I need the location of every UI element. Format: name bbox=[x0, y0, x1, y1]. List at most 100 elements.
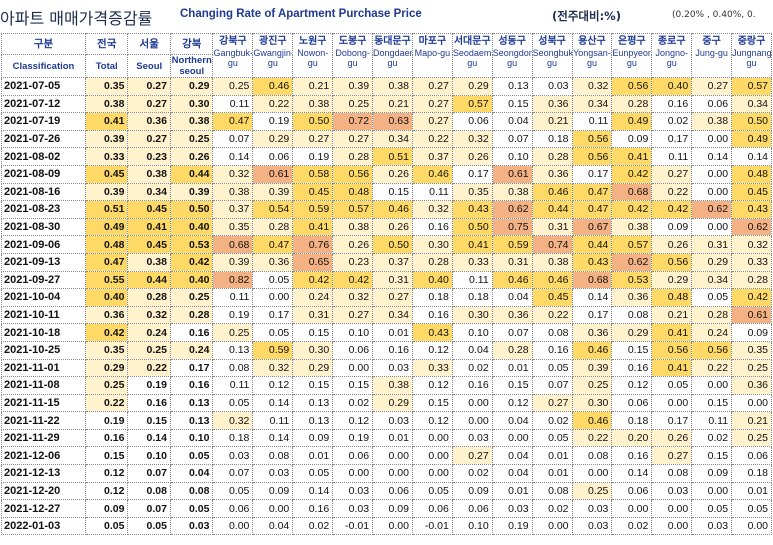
header-district: 용산구 Yongsan-gu bbox=[571, 33, 613, 78]
district-value-cell: 0.03 bbox=[651, 481, 693, 501]
table-row: 2021-11-08 0.25 0.19 0.16 0.11 0.12 0.15 0.15 0.… bbox=[1, 376, 772, 395]
district-value-cell: 0.04 bbox=[252, 516, 294, 536]
district-value-cell: 0.39 bbox=[571, 358, 613, 378]
district-value-cell: 0.56 bbox=[651, 340, 693, 360]
district-value-cell: 0.26 bbox=[332, 235, 374, 254]
district-value-cell: -0.01 bbox=[411, 516, 453, 536]
district-value-cell: 0.45 bbox=[731, 182, 772, 202]
district-value-cell: 0.47 bbox=[571, 200, 613, 219]
district-value-cell: 0.35 bbox=[731, 340, 772, 360]
summary-value-cell: 0.49 bbox=[84, 217, 129, 237]
row-date: 2021-11-15 bbox=[1, 393, 86, 413]
table-row: 2021-12-20 0.12 0.08 0.08 0.05 0.09 0.14 0.03 0.… bbox=[1, 481, 772, 501]
district-value-cell: 0.18 bbox=[531, 129, 573, 149]
district-value-cell: 0.21 bbox=[651, 305, 693, 325]
district-value-cell: 0.28 bbox=[531, 147, 573, 166]
district-value-cell: 0.42 bbox=[731, 288, 772, 307]
district-value-cell: 0.07 bbox=[491, 129, 533, 149]
summary-value-cell: 0.19 bbox=[84, 411, 129, 430]
district-value-cell: 0.25 bbox=[332, 94, 374, 114]
district-value-cell: 0.50 bbox=[731, 112, 772, 131]
district-value-cell: 0.36 bbox=[731, 376, 772, 395]
district-value-cell: 0.05 bbox=[651, 376, 693, 395]
district-value-cell: 0.06 bbox=[252, 147, 294, 166]
district-value-cell: 0.57 bbox=[731, 77, 772, 96]
summary-value-cell: 0.33 bbox=[84, 147, 129, 166]
header-seoul-ko: 서울 bbox=[127, 33, 171, 55]
header-district: 노원구 Nowon-gu bbox=[292, 33, 334, 78]
district-value-cell: 0.65 bbox=[292, 252, 334, 272]
district-value-cell: 0.21 bbox=[372, 94, 413, 114]
district-value-cell: 0.36 bbox=[571, 323, 613, 342]
district-value-cell: 0.00 bbox=[451, 411, 493, 430]
summary-value-cell: 0.24 bbox=[127, 323, 171, 342]
district-value-cell: 0.38 bbox=[491, 182, 533, 202]
district-value-cell: 0.27 bbox=[691, 77, 733, 96]
district-value-cell: 0.59 bbox=[252, 340, 294, 360]
district-value-cell: 0.22 bbox=[651, 182, 693, 202]
district-value-cell: 0.38 bbox=[611, 217, 653, 237]
district-value-cell: 0.08 bbox=[252, 446, 294, 466]
table-row: 2021-10-04 0.40 0.28 0.25 0.11 0.00 0.24 0.32 0.… bbox=[1, 288, 772, 307]
row-date: 2021-10-25 bbox=[1, 340, 86, 360]
district-value-cell: 0.31 bbox=[292, 305, 334, 325]
district-value-cell: 0.11 bbox=[451, 270, 493, 290]
district-value-cell: 0.56 bbox=[691, 340, 733, 360]
unit-label: (전주대비:%) bbox=[552, 9, 621, 23]
table-row: 2021-07-19 0.41 0.36 0.38 0.47 0.19 0.50 0.72 0.… bbox=[1, 112, 772, 131]
district-value-cell: 0.05 bbox=[212, 393, 254, 413]
district-value-cell: 0.02 bbox=[332, 393, 374, 413]
summary-value-cell: 0.27 bbox=[127, 77, 171, 96]
summary-value-cell: 0.07 bbox=[127, 464, 171, 483]
district-value-cell: 0.02 bbox=[691, 428, 733, 448]
row-date: 2021-08-30 bbox=[1, 217, 86, 237]
summary-value-cell: 0.40 bbox=[169, 270, 214, 290]
row-date: 2021-10-18 bbox=[1, 323, 86, 342]
district-value-cell: 0.00 bbox=[531, 516, 573, 536]
district-value-cell: 0.12 bbox=[411, 340, 453, 360]
district-value-cell: 0.00 bbox=[651, 516, 693, 536]
district-value-cell: 0.24 bbox=[292, 288, 334, 307]
district-value-cell: 0.35 bbox=[451, 182, 493, 202]
district-value-cell: 0.28 bbox=[332, 147, 374, 166]
district-value-cell: 0.16 bbox=[292, 499, 334, 518]
district-value-cell: 0.34 bbox=[372, 305, 413, 325]
district-value-cell: 0.25 bbox=[212, 77, 254, 96]
district-value-cell: 0.58 bbox=[292, 164, 334, 184]
district-value-cell: 0.30 bbox=[411, 235, 453, 254]
summary-value-cell: 0.44 bbox=[169, 164, 214, 184]
summary-value-cell: 0.25 bbox=[84, 376, 129, 395]
district-value-cell: 0.26 bbox=[372, 217, 413, 237]
summary-value-cell: 0.32 bbox=[127, 305, 171, 325]
district-value-cell: 0.18 bbox=[731, 464, 772, 483]
district-value-cell: 0.14 bbox=[691, 147, 733, 166]
district-value-cell: 0.38 bbox=[531, 252, 573, 272]
district-value-cell: 0.08 bbox=[651, 464, 693, 483]
district-value-cell: 0.36 bbox=[611, 288, 653, 307]
summary-value-cell: 0.42 bbox=[169, 252, 214, 272]
district-value-cell: 0.01 bbox=[531, 446, 573, 466]
district-value-cell: 0.10 bbox=[451, 323, 493, 342]
district-value-cell: 0.00 bbox=[411, 446, 453, 466]
district-value-cell: 0.03 bbox=[451, 428, 493, 448]
district-value-cell: 0.11 bbox=[212, 288, 254, 307]
district-value-cell: 0.76 bbox=[292, 235, 334, 254]
district-value-cell: 0.01 bbox=[372, 323, 413, 342]
district-value-cell: 0.16 bbox=[451, 376, 493, 395]
summary-value-cell: 0.38 bbox=[127, 164, 171, 184]
district-value-cell: 0.41 bbox=[451, 235, 493, 254]
district-value-cell: 0.26 bbox=[651, 428, 693, 448]
district-value-cell: 0.30 bbox=[451, 305, 493, 325]
summary-value-cell: 0.19 bbox=[127, 376, 171, 395]
table-row: 2021-12-27 0.09 0.07 0.05 0.06 0.00 0.16 0.03 0.… bbox=[1, 499, 772, 518]
summary-value-cell: 0.50 bbox=[169, 200, 214, 219]
table-row: 2021-08-02 0.33 0.23 0.26 0.14 0.06 0.19 0.28 0.… bbox=[1, 147, 772, 166]
row-date: 2022-01-03 bbox=[1, 516, 86, 536]
table-row: 2021-07-05 0.35 0.27 0.29 0.25 0.46 0.21 0.39 0.… bbox=[1, 77, 772, 96]
summary-value-cell: 0.08 bbox=[169, 481, 214, 501]
header-classification-en: Classification bbox=[1, 54, 86, 78]
district-value-cell: 0.68 bbox=[571, 270, 613, 290]
district-value-cell: 0.03 bbox=[571, 516, 613, 536]
summary-value-cell: 0.41 bbox=[127, 217, 171, 237]
